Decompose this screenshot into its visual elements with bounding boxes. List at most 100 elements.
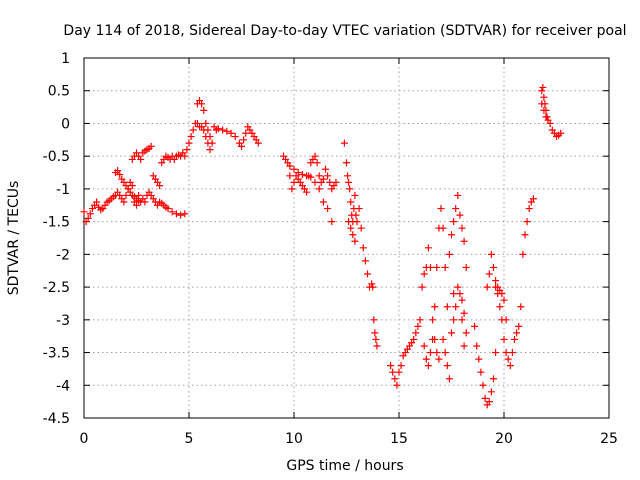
data-point bbox=[254, 139, 262, 147]
data-point bbox=[223, 127, 231, 135]
data-point bbox=[231, 133, 239, 141]
data-point bbox=[508, 349, 516, 357]
data-point bbox=[307, 173, 315, 181]
data-point bbox=[332, 178, 340, 186]
data-point bbox=[183, 146, 191, 154]
data-point bbox=[416, 316, 424, 324]
data-point bbox=[500, 296, 508, 304]
data-point bbox=[114, 167, 122, 175]
data-point bbox=[391, 375, 399, 383]
data-point bbox=[439, 224, 447, 232]
data-point bbox=[458, 316, 466, 324]
data-point bbox=[448, 231, 455, 239]
data-point bbox=[238, 142, 245, 150]
data-point bbox=[511, 335, 518, 343]
data-point bbox=[349, 231, 357, 239]
data-point bbox=[420, 342, 428, 350]
data-point bbox=[452, 205, 460, 213]
data-point bbox=[128, 182, 136, 190]
data-point bbox=[439, 335, 447, 343]
data-point bbox=[506, 362, 514, 370]
y-tick-label: -1.5 bbox=[43, 215, 70, 231]
data-point bbox=[539, 83, 547, 91]
tick-layer: 0 5 10 15 20 25 1 0.5 0 -0.5 -1 -1.5 -2 -2.5 -3 -3.5 -4 -… bbox=[43, 51, 618, 447]
data-point bbox=[315, 185, 323, 193]
data-point bbox=[164, 205, 172, 213]
data-point bbox=[345, 178, 353, 186]
data-point bbox=[492, 349, 500, 357]
marker-layer bbox=[80, 83, 565, 409]
data-point bbox=[298, 171, 306, 179]
data-point bbox=[458, 224, 466, 232]
data-point bbox=[431, 303, 439, 311]
data-point bbox=[471, 322, 479, 330]
data-point bbox=[204, 139, 212, 147]
data-point bbox=[227, 129, 235, 137]
data-point bbox=[504, 355, 512, 363]
data-point bbox=[355, 205, 363, 213]
data-point bbox=[324, 172, 332, 180]
data-point bbox=[462, 263, 470, 271]
data-point bbox=[490, 263, 497, 271]
data-point bbox=[133, 201, 140, 209]
data-point bbox=[529, 195, 537, 203]
data-point bbox=[538, 100, 546, 108]
chart-title: Day 114 of 2018, Sidereal Day-to-day VTE… bbox=[63, 23, 626, 39]
x-tick-label: 15 bbox=[390, 431, 408, 447]
data-point bbox=[496, 303, 504, 311]
data-point bbox=[351, 191, 359, 199]
y-tick-label: -2.5 bbox=[43, 280, 70, 296]
data-point bbox=[450, 290, 458, 298]
data-point bbox=[485, 270, 493, 278]
data-point bbox=[433, 263, 441, 271]
data-point bbox=[445, 375, 453, 383]
x-tick-label: 0 bbox=[80, 431, 89, 447]
x-tick-label: 10 bbox=[285, 431, 303, 447]
data-point bbox=[116, 171, 124, 179]
data-point bbox=[177, 211, 185, 219]
data-point bbox=[313, 159, 321, 167]
data-point bbox=[538, 87, 546, 95]
data-point bbox=[372, 335, 380, 343]
data-point bbox=[290, 165, 298, 173]
data-point bbox=[286, 172, 294, 180]
data-point bbox=[311, 152, 319, 160]
data-point bbox=[479, 381, 487, 389]
data-point bbox=[557, 129, 565, 137]
data-point bbox=[369, 283, 377, 291]
y-tick-label: -4.5 bbox=[43, 411, 70, 427]
data-point bbox=[286, 162, 294, 170]
data-point bbox=[353, 218, 361, 226]
data-point bbox=[319, 198, 327, 206]
data-point bbox=[206, 146, 214, 154]
data-point bbox=[187, 133, 195, 141]
data-point bbox=[517, 303, 525, 311]
data-point bbox=[458, 296, 466, 304]
data-point bbox=[502, 349, 510, 357]
data-point bbox=[540, 106, 548, 114]
data-point bbox=[435, 355, 443, 363]
data-point bbox=[347, 224, 355, 232]
y-tick-label: -2 bbox=[56, 247, 70, 263]
data-point bbox=[454, 283, 462, 291]
data-point bbox=[395, 368, 403, 376]
data-point bbox=[364, 270, 371, 278]
data-point bbox=[424, 362, 432, 370]
plot-frame bbox=[83, 57, 610, 419]
data-point bbox=[242, 129, 250, 137]
data-point bbox=[345, 218, 353, 226]
data-point bbox=[418, 283, 426, 291]
data-point bbox=[373, 342, 381, 350]
data-point bbox=[122, 191, 130, 199]
data-point bbox=[525, 205, 533, 213]
data-point bbox=[513, 329, 521, 337]
y-tick-label: -0.5 bbox=[43, 149, 70, 165]
data-point bbox=[462, 329, 470, 337]
data-point bbox=[490, 375, 497, 383]
data-point bbox=[397, 362, 405, 370]
data-point bbox=[344, 172, 352, 180]
data-point bbox=[347, 198, 355, 206]
data-point bbox=[521, 231, 529, 239]
data-point bbox=[540, 93, 548, 101]
